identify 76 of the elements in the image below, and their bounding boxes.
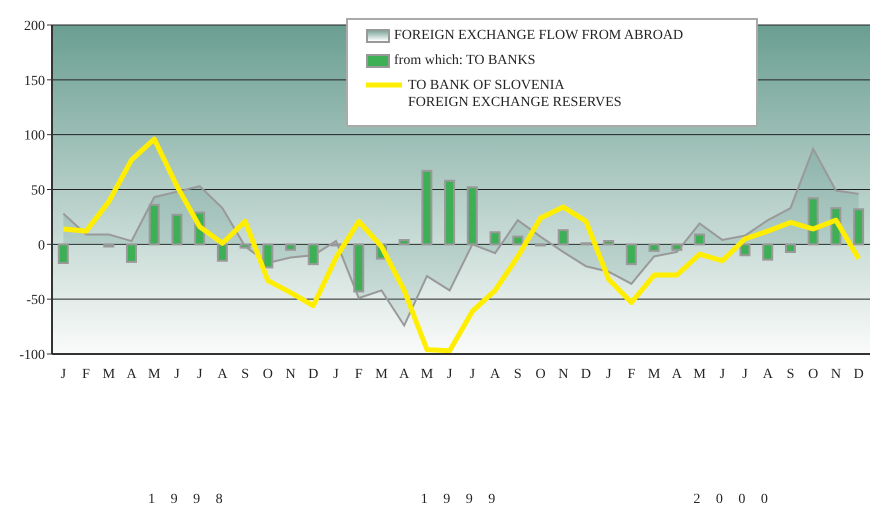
bar	[762, 243, 774, 261]
bar	[398, 238, 410, 246]
x-tick-label: M	[148, 366, 162, 382]
x-tick-label: N	[830, 366, 841, 382]
bar	[285, 243, 296, 251]
x-tick-label: O	[262, 366, 273, 382]
x-tick-label: J	[606, 366, 612, 382]
x-tick-label: F	[82, 366, 90, 382]
bar	[626, 243, 637, 266]
x-tick-label: A	[217, 366, 228, 382]
x-tick-label: A	[672, 366, 683, 382]
bar	[262, 243, 274, 268]
x-tick-label: S	[786, 366, 794, 382]
bar	[784, 243, 796, 254]
bar	[466, 186, 478, 246]
legend-label: FOREIGN EXCHANGE FLOW FROM ABROAD	[394, 27, 684, 44]
bar	[853, 208, 864, 246]
y-tick-label: 200	[24, 18, 45, 34]
x-tick-label: M	[693, 366, 706, 382]
x-tick-label: M	[102, 366, 116, 382]
y-tick-label: 150	[24, 74, 45, 89]
x-tick-label: S	[241, 366, 250, 382]
x-tick-label: O	[535, 366, 546, 382]
x-tick-label: D	[308, 366, 318, 382]
text: 1 9 9 9	[420, 492, 502, 508]
bar	[512, 236, 524, 246]
legend-label: TO BANK OF SLOVENIA FOREIGN EXCHANGE RESERVES	[408, 77, 622, 111]
y-tick-label: 50	[31, 183, 45, 198]
x-tick-label: J	[446, 366, 453, 382]
x-tick-label: S	[514, 366, 522, 382]
legend-label: from which: TO BANKS	[394, 52, 536, 69]
x-tick-label: J	[720, 366, 726, 382]
x-tick-label: N	[286, 366, 296, 382]
x-tick-label: J	[333, 366, 340, 382]
text: 2 0 0 0	[692, 492, 775, 508]
bar	[216, 243, 228, 262]
x-tick-label: J	[742, 366, 748, 382]
bar	[694, 233, 706, 246]
bar	[240, 243, 251, 249]
bar	[490, 231, 501, 246]
bar	[148, 204, 160, 246]
x-tick-label: J	[60, 366, 67, 382]
bar	[171, 214, 182, 246]
x-tick-label: D	[854, 366, 864, 382]
x-tick-label: A	[126, 366, 138, 382]
bar	[558, 229, 569, 246]
x-tick-label: A	[762, 366, 774, 382]
y-tick-label: 100	[24, 128, 45, 144]
x-tick-label: J	[470, 366, 476, 382]
bar	[58, 243, 69, 264]
x-tick-label: F	[354, 366, 363, 382]
x-tick-label: N	[558, 366, 568, 382]
x-tick-label: D	[580, 366, 592, 382]
text: 1 9 9 8	[147, 492, 230, 508]
bar	[103, 243, 114, 248]
bar	[603, 240, 614, 246]
bar	[126, 243, 137, 263]
bar	[308, 243, 319, 266]
bar	[421, 170, 432, 246]
bar	[353, 243, 364, 292]
x-tick-label: J	[174, 366, 180, 382]
x-tick-label: O	[808, 366, 818, 382]
y-tick-label: -50	[26, 293, 45, 308]
x-tick-label: A	[399, 366, 410, 382]
x-tick-label: F	[628, 366, 636, 382]
bar	[671, 243, 682, 251]
bar	[739, 243, 750, 256]
y-tick-label: -100	[19, 348, 45, 363]
x-tick-label: A	[490, 366, 502, 382]
x-tick-label: J	[196, 366, 203, 382]
x-tick-label: M	[648, 366, 661, 382]
x-tick-label: M	[420, 366, 434, 382]
bar	[444, 180, 456, 246]
bar	[648, 243, 660, 252]
x-tick-label: M	[375, 366, 388, 382]
y-tick-label: 0	[38, 238, 45, 254]
